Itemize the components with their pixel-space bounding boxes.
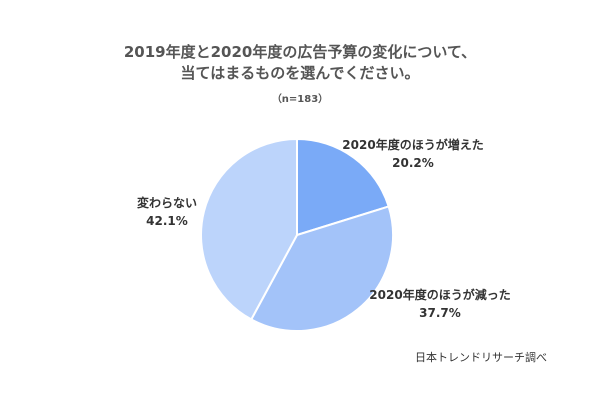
chart-title: 2019年度と2020年度の広告予算の変化について、 当てはまるものを選んでくだ… xyxy=(0,42,600,84)
chart-subtitle: （n=183） xyxy=(271,94,329,105)
slice-label-increase-value: 20.2% xyxy=(392,156,434,170)
pie-slice-unchanged xyxy=(200,137,298,321)
chart-title-line-1: 2019年度と2020年度の広告予算の変化について、 xyxy=(123,43,477,61)
slice-label-increase-name: 2020年度のほうが増えた xyxy=(342,138,484,152)
slice-label-decrease-value: 37.7% xyxy=(419,306,461,320)
slice-label-unchanged: 変わらない 42.1% xyxy=(122,194,212,230)
pie-slice-decrease xyxy=(249,205,394,332)
pie-slice-increase xyxy=(296,137,390,237)
slice-label-decrease-name: 2020年度のほうが減った xyxy=(369,288,511,302)
chart-title-line-2: 当てはまるものを選んでください。 xyxy=(180,64,420,82)
slice-label-unchanged-value: 42.1% xyxy=(146,214,188,228)
slice-label-decrease: 2020年度のほうが減った 37.7% xyxy=(360,286,520,322)
slice-label-unchanged-name: 変わらない xyxy=(136,196,197,210)
slice-label-increase: 2020年度のほうが増えた 20.2% xyxy=(338,136,488,172)
source-note: 日本トレンドリサーチ調べ xyxy=(415,351,547,364)
